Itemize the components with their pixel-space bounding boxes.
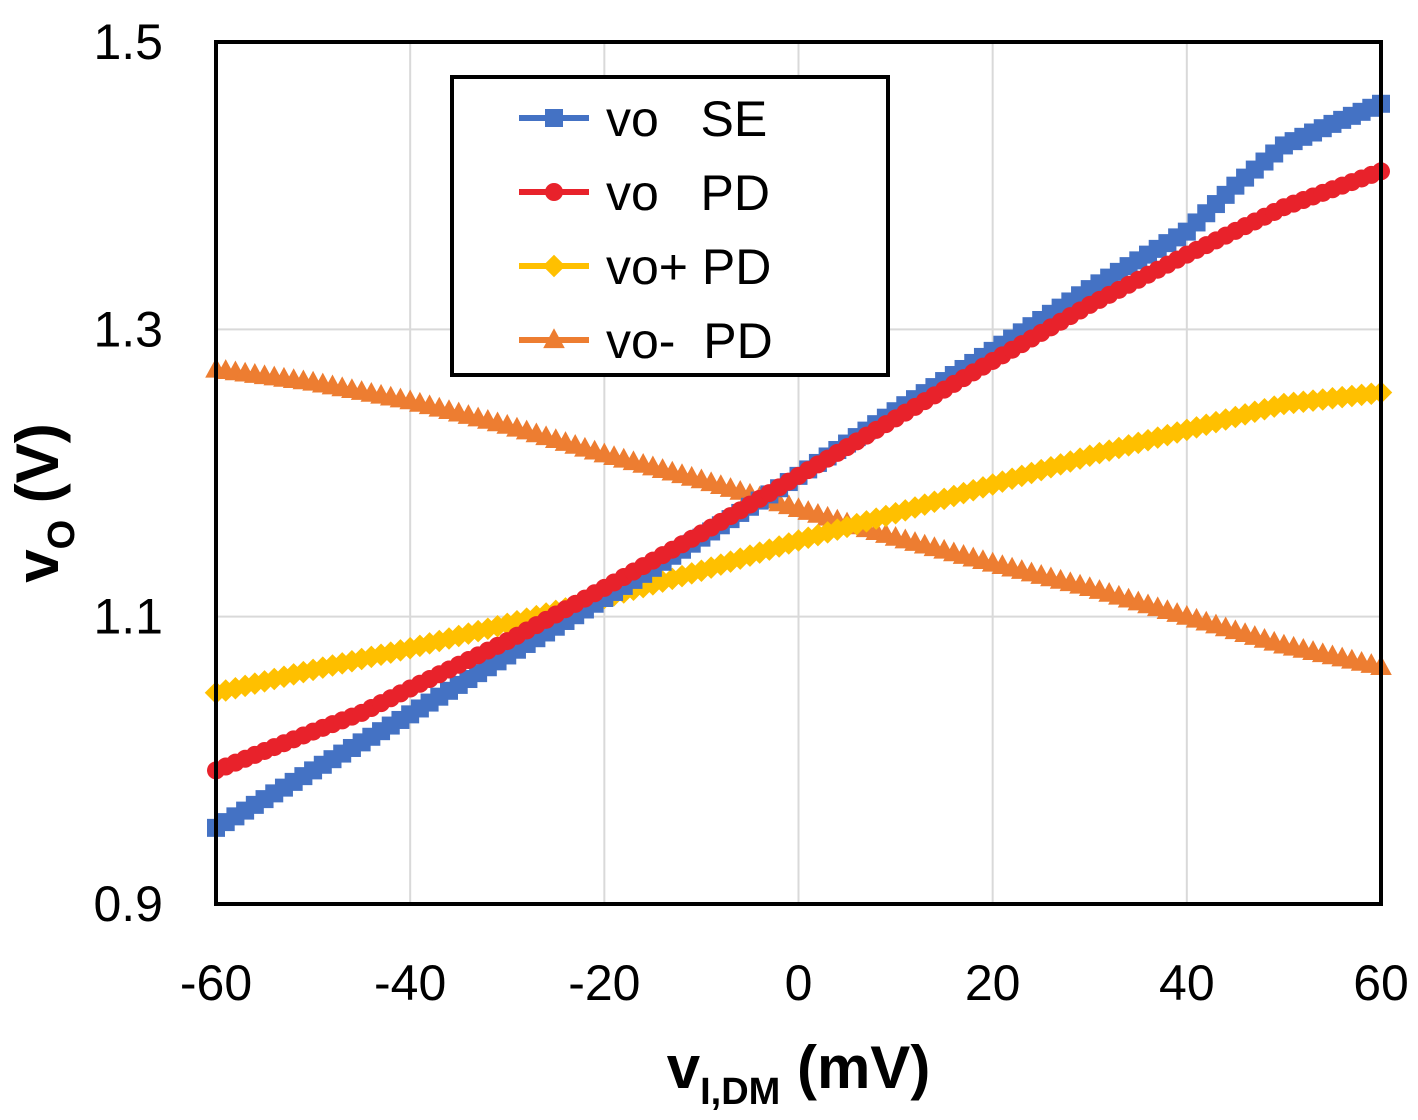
x-tick-label: -20 [568,955,640,1011]
x-tick-label: 0 [785,955,813,1011]
legend-label: vo- PD [606,313,773,369]
x-tick-label: 40 [1159,955,1215,1011]
x-tick-label: 60 [1353,955,1409,1011]
x-axis-title: vI,DM (mV) [667,1034,931,1113]
legend-item: vo PD [519,165,770,221]
legend-label: vo PD [606,165,770,221]
x-tick-label: 20 [965,955,1021,1011]
legend-swatch-marker [542,254,566,278]
x-tick-label: -60 [180,955,252,1011]
x-tick-label: -40 [374,955,446,1011]
legend-swatch-marker [545,183,563,201]
y-axis-title-subscript: O [41,520,83,550]
data-point [855,510,878,533]
legend-item: vo- PD [519,313,773,369]
data-point [864,507,888,530]
legend-label: vo SE [606,91,767,147]
legend-label: vo+ PD [606,239,771,295]
data-point [243,672,267,695]
y-axis-title: vO (V) [4,423,83,583]
x-axis-title-subscript: I,DM [700,1071,780,1113]
y-tick-label: 1.1 [93,589,163,645]
y-axis-title-unit: (V) [4,423,71,520]
legend-box [450,75,890,377]
legend-swatch-marker [545,109,563,127]
legend-item: vo+ PD [519,239,771,295]
plot-frame [214,40,1383,906]
y-tick-label: 0.9 [93,876,163,932]
x-axis-title-unit: (mV) [780,1034,930,1101]
y-axis-title-main: v [4,549,71,583]
data-point [884,501,907,525]
series-3 [205,357,1392,676]
legend-item: vo SE [519,91,767,147]
y-tick-label: 1.5 [93,14,163,70]
legend-swatch-marker [543,328,565,349]
legend: vo SE vo PD vo+ PD vo- PD [450,75,890,377]
y-tick-label: 1.3 [93,301,163,357]
tick-labels: -60 -40 -20 0 20 40 60 0.9 1.1 1.3 1.5 [93,14,1408,1011]
series-layer [204,94,1393,837]
x-axis-title-main: v [667,1034,701,1101]
data-point [874,504,898,528]
